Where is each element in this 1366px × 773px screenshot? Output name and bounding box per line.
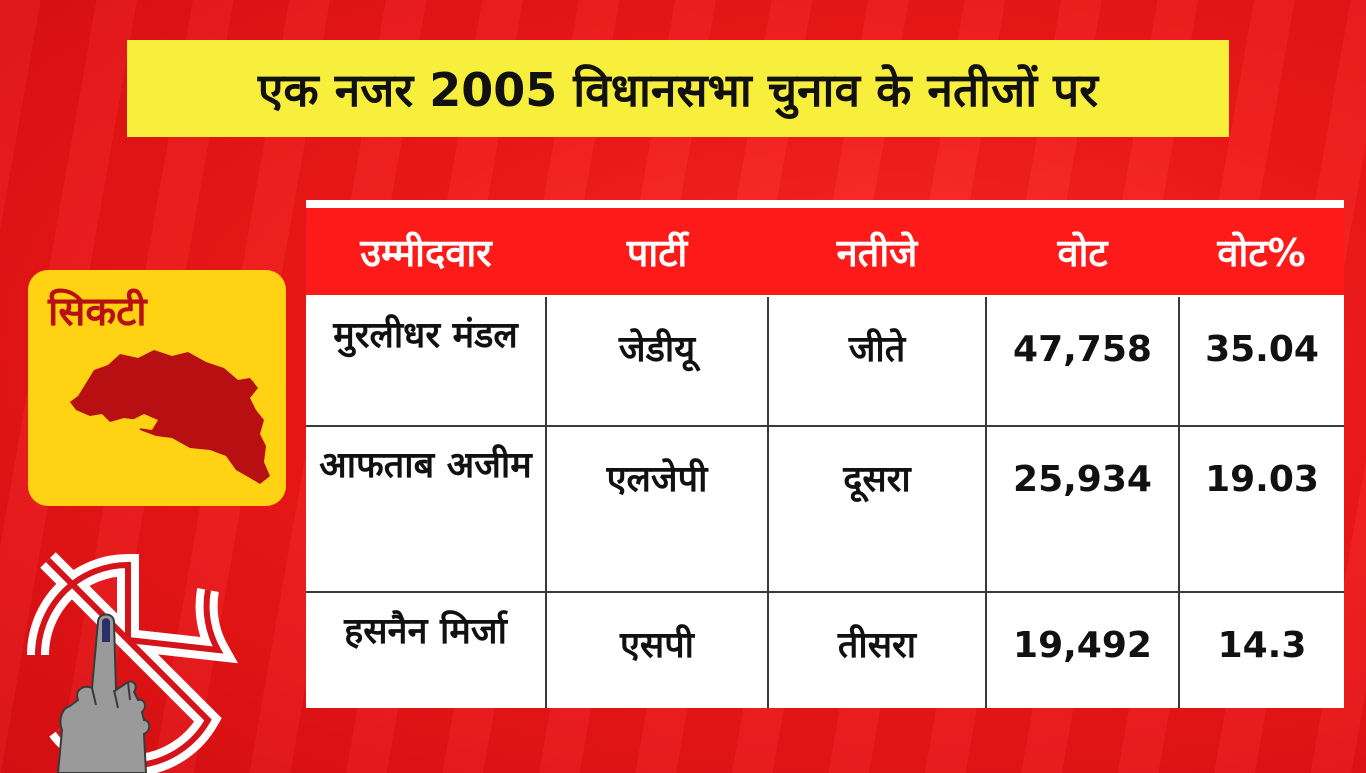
header-party: पार्टी (546, 200, 768, 297)
constituency-name: सिकटी (48, 289, 147, 335)
title-bar: एक नजर 2005 विधानसभा चुनाव के नतीजों पर (127, 40, 1229, 137)
candidate-name: आफताब अजीम (306, 425, 546, 592)
party-name: एलजेपी (545, 425, 768, 592)
page-title: एक नजर 2005 विधानसभा चुनाव के नतीजों पर (257, 62, 1099, 117)
party-name: एसपी (545, 591, 768, 708)
vote-percent: 35.04 (1178, 296, 1344, 426)
vote-count: 25,934 (985, 425, 1179, 592)
result-status: दूसरा (767, 425, 986, 592)
header-result: नतीजे (768, 200, 986, 297)
vote-percent: 19.03 (1178, 425, 1344, 592)
party-name: जेडीयू (545, 296, 768, 426)
table-row: आफताब अजीम एलजेपी दूसरा 25,934 19.03 (306, 425, 1344, 592)
header-candidate: उम्मीदवार (306, 200, 546, 297)
voting-finger-icon (56, 613, 151, 773)
election-commission-symbol-icon (27, 552, 238, 773)
vote-count: 47,758 (985, 296, 1179, 426)
results-table: उम्मीदवार पार्टी नतीजे वोट वोट% मुरलीधर … (306, 200, 1344, 708)
constituency-map-icon (70, 350, 270, 484)
table-header-row: उम्मीदवार पार्टी नतीजे वोट वोट% (306, 200, 1344, 297)
result-status: तीसरा (767, 591, 986, 708)
table-row: हसनैन मिर्जा एसपी तीसरा 19,492 14.3 (306, 591, 1344, 708)
table-row: मुरलीधर मंडल जेडीयू जीते 47,758 35.04 (306, 296, 1344, 426)
vote-count: 19,492 (985, 591, 1179, 708)
constituency-badge: सिकटी (28, 270, 286, 506)
candidate-name: मुरलीधर मंडल (333, 315, 518, 356)
vote-percent: 14.3 (1178, 591, 1344, 708)
candidate-name: हसनैन मिर्जा (306, 591, 546, 708)
header-vote-percent: वोट% (1179, 200, 1344, 297)
result-status: जीते (767, 296, 986, 426)
header-votes: वोट (986, 200, 1179, 297)
